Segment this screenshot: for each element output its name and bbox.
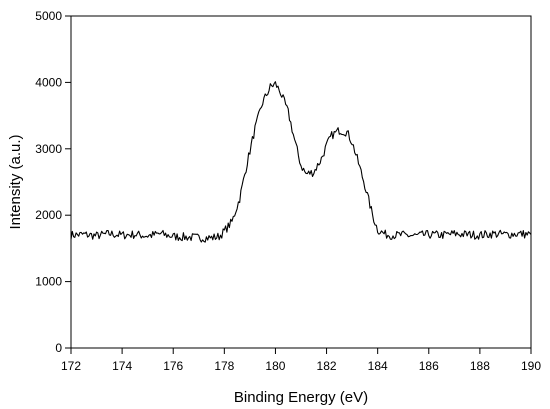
y-tick-label: 1000 [35, 275, 62, 289]
y-axis-ticks: 0 1000 2000 3000 4000 5000 [35, 9, 71, 355]
x-tick-label: 182 [317, 359, 337, 373]
y-tick-label: 4000 [35, 75, 62, 89]
y-tick-label: 3000 [35, 142, 62, 156]
x-axis-title: Binding Energy (eV) [234, 389, 368, 406]
x-tick-label: 184 [368, 359, 388, 373]
x-tick-label: 190 [521, 359, 541, 373]
x-tick-label: 174 [112, 359, 132, 373]
x-tick-label: 178 [214, 359, 234, 373]
x-tick-label: 188 [470, 359, 490, 373]
y-tick-label: 2000 [35, 208, 62, 222]
x-tick-label: 180 [265, 359, 285, 373]
spectrum-line [70, 81, 532, 243]
x-tick-label: 172 [61, 359, 81, 373]
series-layer [70, 81, 532, 243]
x-tick-label: 186 [419, 359, 439, 373]
plot-border [70, 15, 532, 349]
y-axis-title: Intensity (a.u.) [7, 134, 24, 229]
x-axis-ticks: 172 174 176 178 180 182 184 186 188 190 [61, 348, 541, 373]
plot-frame [70, 15, 532, 349]
y-tick-label: 0 [55, 341, 62, 355]
x-tick-label: 176 [163, 359, 183, 373]
y-tick-label: 5000 [35, 9, 62, 23]
